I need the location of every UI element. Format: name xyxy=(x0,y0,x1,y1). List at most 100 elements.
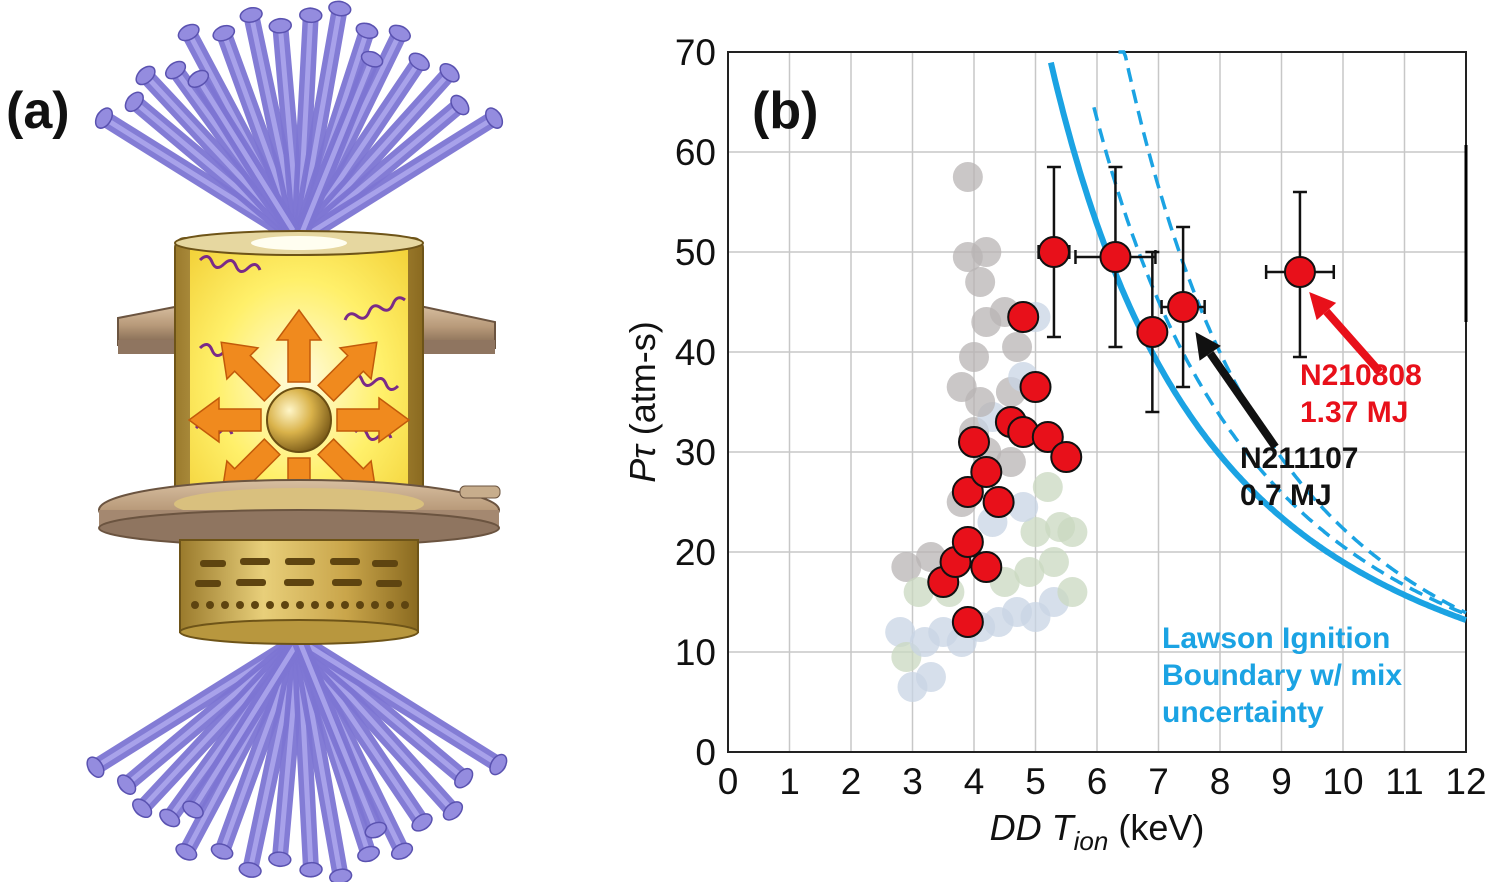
y-tick-label: 0 xyxy=(695,732,716,773)
faded-data-point xyxy=(971,237,1002,267)
x-tick-label: 9 xyxy=(1271,761,1292,802)
y-tick-label: 40 xyxy=(675,332,716,373)
panel-a-label: (a) xyxy=(6,82,70,140)
fuel-capsule xyxy=(266,387,332,453)
annotation-n210808-line2: 1.37 MJ xyxy=(1300,396,1408,429)
vent-hole xyxy=(401,601,409,609)
x-tick-label: 1 xyxy=(779,761,800,802)
x-tick-label: 3 xyxy=(902,761,923,802)
highlight-data-point xyxy=(1031,421,1064,453)
x-axis-ticks: 0 1 2 3 4 5 6 7 8 9 10 11 12 xyxy=(718,761,1487,802)
vent-hole xyxy=(191,601,199,609)
laser-beam-end xyxy=(159,808,181,828)
faded-data-point xyxy=(1014,557,1045,587)
laser-beam-end xyxy=(132,798,153,819)
highlight-data-point xyxy=(1283,256,1316,288)
y-tick-label: 70 xyxy=(675,32,716,73)
faded-data-point xyxy=(965,267,996,297)
vent-hole xyxy=(386,601,394,609)
lawson-curve-dashed xyxy=(1118,50,1467,615)
annotation-arrowhead-n211107 xyxy=(1195,332,1221,361)
highlight-data-point xyxy=(1167,291,1200,323)
y-axis-title-sym: τ xyxy=(622,443,663,459)
laser-beam-end xyxy=(299,861,323,878)
highlight-data-point xyxy=(982,486,1015,518)
laser-beam-end xyxy=(135,65,156,86)
laser-beams-top xyxy=(94,0,504,248)
x-tick-label: 6 xyxy=(1087,761,1108,802)
vent-hole xyxy=(206,601,214,609)
highlight-data-point xyxy=(951,476,984,508)
x-tick-label: 12 xyxy=(1445,761,1486,802)
y-tick-label: 20 xyxy=(675,532,716,573)
vent-hole xyxy=(221,601,229,609)
laser-beams-bottom xyxy=(86,632,508,882)
laser-beam-end xyxy=(439,63,460,83)
faded-data-point xyxy=(1008,492,1039,522)
vent-hole xyxy=(341,601,349,609)
y-axis-title-main: P xyxy=(622,459,663,483)
highlight-points xyxy=(927,236,1316,638)
laser-beam-end xyxy=(390,842,414,860)
radiation-arrow xyxy=(187,396,262,444)
annotation-n211107-line1: N211107 xyxy=(1240,442,1358,475)
laser-beam-end xyxy=(268,18,292,34)
laser-beam-end xyxy=(357,845,380,863)
laser-beam-end xyxy=(182,800,204,819)
vent-hole xyxy=(356,601,364,609)
lawson-boundary-curves xyxy=(1047,50,1467,623)
annotation-arrowhead-n210808 xyxy=(1309,292,1337,321)
highlight-data-point xyxy=(951,606,984,638)
upper-flange xyxy=(117,303,496,354)
highlight-data-point xyxy=(1037,236,1070,268)
laser-beam-end xyxy=(355,22,379,39)
radiation-arrow xyxy=(220,341,281,402)
faded-data-point xyxy=(915,542,946,572)
laser-beam-end xyxy=(175,843,198,861)
laser-beam-end xyxy=(177,23,200,42)
y-tick-label: 30 xyxy=(675,432,716,473)
laser-beam-highlight xyxy=(296,115,497,243)
laser-beam-end xyxy=(328,0,352,17)
laser-beam-end xyxy=(239,7,263,23)
faded-data-point xyxy=(965,387,996,417)
lawson-curve-dashed xyxy=(1092,106,1467,616)
faded-data-point xyxy=(885,617,916,647)
laser-beam-end xyxy=(187,69,210,88)
y-tick-label: 50 xyxy=(675,232,716,273)
laser-beam-end xyxy=(94,107,114,129)
laser-beam-highlight xyxy=(296,637,501,768)
laser-beam-end xyxy=(360,50,384,68)
annotation-lawson-line3: uncertainty xyxy=(1162,696,1324,729)
laser-beam-end xyxy=(411,813,433,832)
plot-frame xyxy=(727,51,1467,753)
panel-b-label: (b) xyxy=(752,82,818,140)
vent-hole xyxy=(281,601,289,609)
laser-beam-end xyxy=(408,52,430,71)
faded-data-point xyxy=(995,447,1026,477)
laser-beam-end xyxy=(268,851,292,867)
laser-beam-end xyxy=(210,843,234,860)
highlight-data-point xyxy=(951,526,984,558)
radiation-arrow xyxy=(275,308,323,383)
laser-beam-end xyxy=(329,868,353,882)
faded-data-point xyxy=(915,662,946,692)
y-tick-label: 60 xyxy=(675,132,716,173)
x-tick-label: 5 xyxy=(1025,761,1046,802)
highlight-data-point xyxy=(970,551,1003,583)
x-axis-title-sub: ion xyxy=(1074,826,1109,856)
faded-data-point xyxy=(891,552,922,582)
laser-beam-end xyxy=(212,24,236,42)
x-tick-label: 7 xyxy=(1148,761,1169,802)
vent-hole xyxy=(296,601,304,609)
radiation-arrow xyxy=(336,396,411,444)
faded-data-point xyxy=(1032,472,1063,502)
highlight-data-point xyxy=(1136,316,1169,348)
radiation-arrow xyxy=(317,341,378,402)
lawson-curve-solid xyxy=(1047,61,1467,623)
hohlraum-illustration: (a) xyxy=(6,0,508,882)
laser-beam-end xyxy=(124,91,144,113)
vent-hole xyxy=(266,601,274,609)
laser-beam-end xyxy=(299,7,323,24)
laser-beam-end xyxy=(364,821,388,839)
